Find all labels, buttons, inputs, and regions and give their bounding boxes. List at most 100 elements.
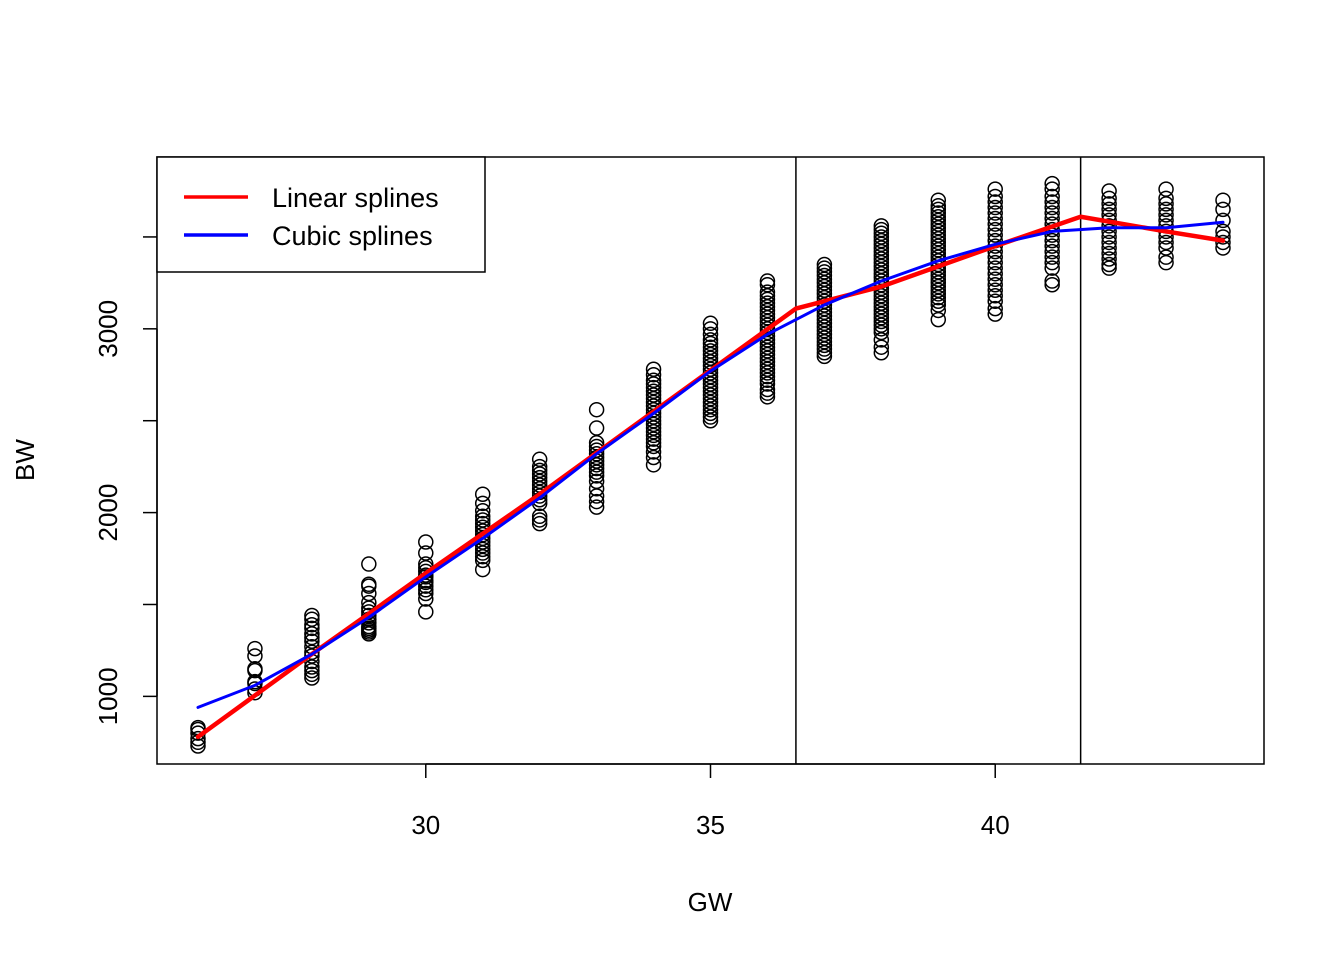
data-point xyxy=(1101,229,1117,245)
y-axis-title: BW xyxy=(10,439,40,481)
data-point xyxy=(531,462,548,479)
data-point xyxy=(1101,256,1117,273)
data-point xyxy=(588,446,605,462)
data-point xyxy=(1158,240,1174,256)
legend-box xyxy=(156,156,486,273)
data-point xyxy=(1158,190,1174,207)
data-point xyxy=(1044,199,1060,216)
data-point xyxy=(702,315,719,332)
knot-lines xyxy=(795,157,1082,764)
data-point xyxy=(531,515,548,532)
data-point xyxy=(987,227,1003,243)
data-point xyxy=(702,326,719,343)
data-point xyxy=(531,508,548,525)
data-point xyxy=(987,271,1003,287)
data-point xyxy=(759,381,776,398)
data-point xyxy=(987,216,1003,232)
data-point xyxy=(645,444,662,460)
data-point xyxy=(1101,234,1117,251)
data-point xyxy=(1215,229,1231,245)
data-point xyxy=(1101,223,1117,240)
data-point xyxy=(930,192,947,208)
data-point xyxy=(987,300,1003,317)
y-tick-label: 3000 xyxy=(93,300,123,358)
data-point xyxy=(474,515,491,532)
data-point xyxy=(1101,201,1117,218)
data-point xyxy=(987,288,1003,304)
data-point xyxy=(474,486,491,502)
data-point xyxy=(987,265,1003,282)
data-point xyxy=(759,276,776,293)
data-point xyxy=(1101,183,1117,199)
data-point xyxy=(1101,196,1117,212)
x-tick-label: 40 xyxy=(981,810,1010,840)
data-point xyxy=(759,385,776,401)
data-point xyxy=(645,457,662,473)
data-point xyxy=(1158,234,1174,251)
data-point xyxy=(816,256,833,273)
data-point xyxy=(1215,212,1231,229)
data-point xyxy=(304,616,320,633)
data-point xyxy=(873,218,890,234)
data-point xyxy=(1101,240,1117,256)
data-point xyxy=(645,372,662,389)
data-point xyxy=(588,401,605,418)
data-point xyxy=(987,260,1003,276)
data-point xyxy=(304,670,320,686)
data-point xyxy=(1158,181,1174,197)
y-tick-label: 1000 xyxy=(93,667,123,725)
data-point xyxy=(1044,249,1060,265)
data-point xyxy=(1044,232,1060,249)
cubic-spline-line xyxy=(196,220,1225,709)
data-point xyxy=(873,221,890,238)
legend-label-cubic: Cubic splines xyxy=(272,221,433,251)
data-point xyxy=(873,344,890,361)
data-point xyxy=(531,469,548,486)
data-point xyxy=(588,499,605,515)
data-point xyxy=(873,229,890,245)
data-point xyxy=(987,221,1003,238)
data-point xyxy=(1101,245,1117,262)
data-point xyxy=(987,306,1003,322)
data-point xyxy=(702,332,719,348)
data-point xyxy=(361,594,377,611)
data-point xyxy=(987,249,1003,265)
data-point xyxy=(1044,243,1060,260)
data-point xyxy=(474,561,491,578)
spline-series xyxy=(195,214,1226,740)
data-point xyxy=(1158,207,1174,223)
data-point xyxy=(1215,192,1231,208)
data-point xyxy=(987,199,1003,216)
data-point xyxy=(361,576,377,593)
data-point xyxy=(247,661,263,677)
data-point xyxy=(304,666,320,683)
data-point xyxy=(361,556,377,572)
data-point xyxy=(702,339,719,355)
data-point xyxy=(588,480,605,497)
data-point xyxy=(1044,273,1060,289)
data-point xyxy=(190,730,206,747)
data-point xyxy=(1158,201,1174,218)
data-point xyxy=(304,607,320,624)
data-point xyxy=(1044,254,1060,271)
data-point xyxy=(987,293,1003,310)
data-point xyxy=(987,181,1003,197)
data-point xyxy=(418,567,434,583)
data-point xyxy=(645,383,662,400)
data-point xyxy=(304,620,320,637)
data-point xyxy=(418,591,434,607)
data-point xyxy=(361,607,377,624)
data-point xyxy=(873,225,890,242)
data-point xyxy=(987,205,1003,221)
data-point xyxy=(930,208,947,225)
data-point xyxy=(418,545,434,561)
linear-spline-line xyxy=(195,214,1226,740)
data-point xyxy=(759,389,776,405)
data-point xyxy=(531,458,548,475)
data-point xyxy=(987,194,1003,210)
data-point xyxy=(816,264,833,280)
legend: Linear splines Cubic splines xyxy=(156,156,486,273)
data-point xyxy=(1215,201,1231,218)
data-point xyxy=(702,321,719,337)
